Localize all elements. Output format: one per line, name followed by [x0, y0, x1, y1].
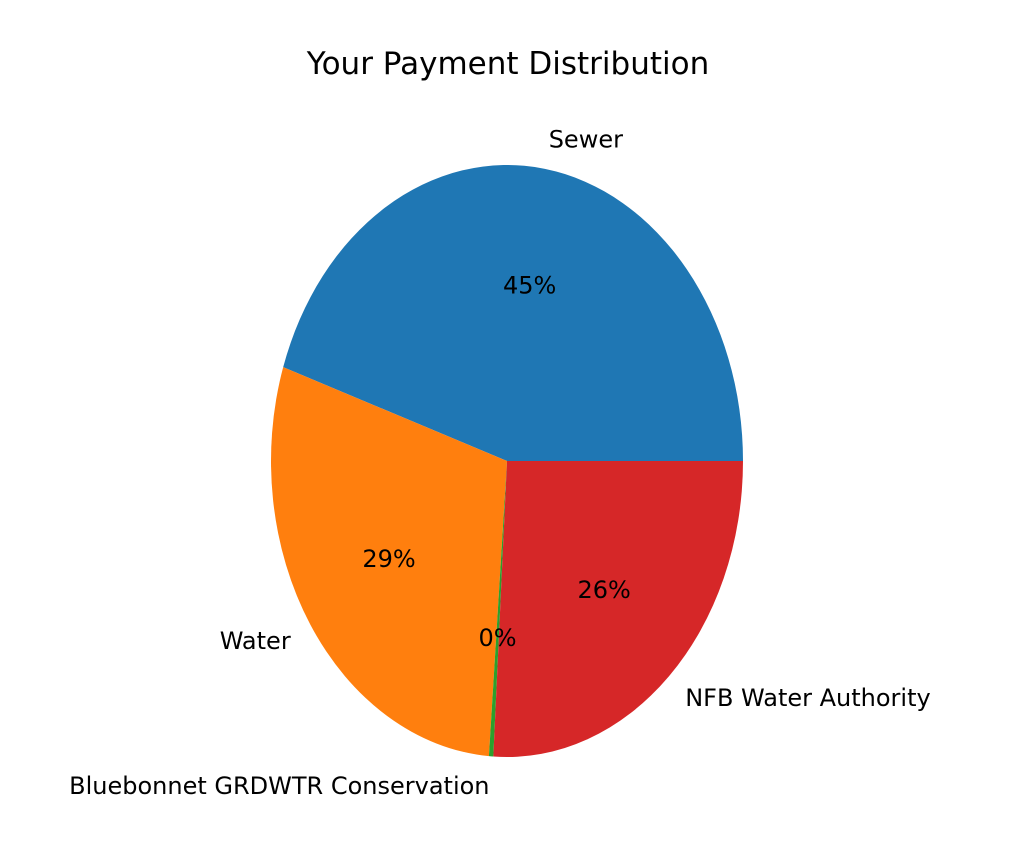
slice-percent-sewer: 45% — [503, 272, 556, 300]
pie-slices — [271, 165, 743, 757]
slice-label-bluebonnet-grdwtr-conservation: Bluebonnet GRDWTR Conservation — [69, 772, 489, 800]
slice-percent-water: 29% — [362, 545, 415, 573]
slice-percent-nfb-water-authority: 26% — [578, 576, 631, 604]
slice-label-nfb-water-authority: NFB Water Authority — [685, 684, 931, 712]
slice-percent-bluebonnet-grdwtr-conservation: 0% — [478, 624, 516, 652]
pie-slice-bluebonnet-grdwtr-conservation — [488, 461, 507, 757]
pie-slice-water — [271, 367, 507, 757]
pie-slice-sewer — [283, 165, 743, 461]
slice-label-sewer: Sewer — [549, 126, 623, 154]
chart-title: Your Payment Distribution — [306, 46, 709, 82]
pie-labels: Sewer 45% Water 29% Bluebonnet GRDWTR Conser… — [69, 126, 931, 800]
pie-slice-nfb-water-authority — [493, 461, 743, 757]
slice-label-water: Water — [220, 627, 291, 655]
